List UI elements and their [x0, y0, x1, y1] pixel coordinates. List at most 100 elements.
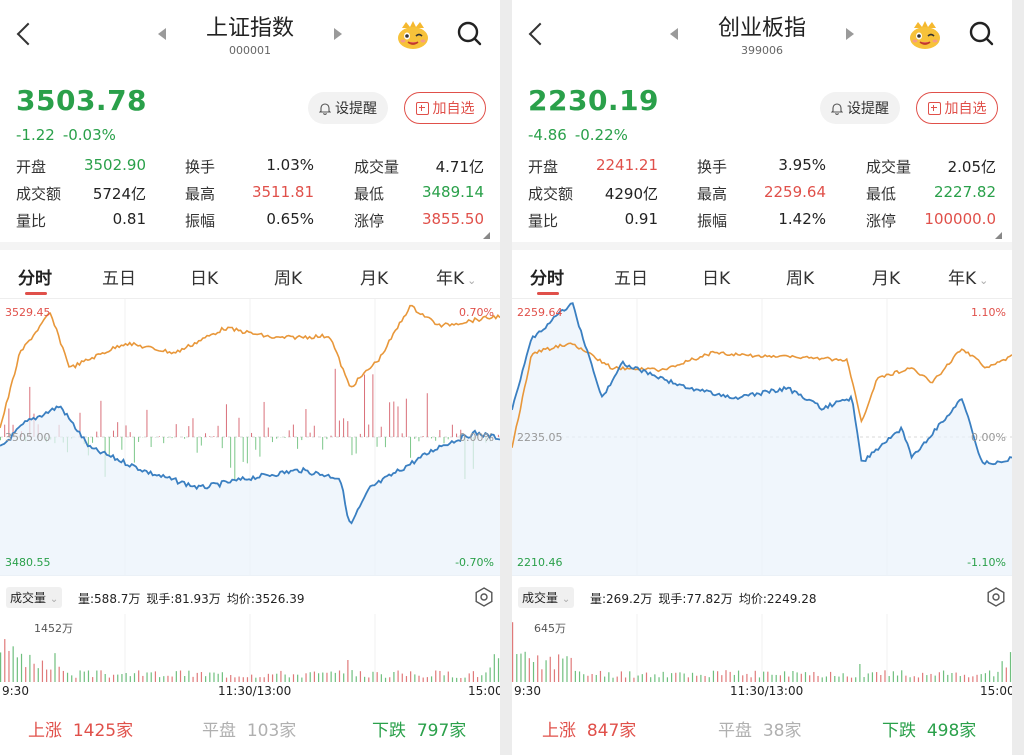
tab-4[interactable]: 月K	[872, 264, 900, 289]
sell-bar	[443, 437, 445, 444]
volume-chart-svg	[512, 614, 1012, 682]
tab-4[interactable]: 月K	[360, 264, 388, 289]
volume-down-bar	[205, 676, 207, 682]
expand-corner-icon[interactable]	[995, 232, 1002, 239]
tab-5[interactable]: 年K ⌄	[436, 264, 476, 289]
volume-down-bar	[493, 654, 495, 682]
volume-chart[interactable]: 1452万	[0, 614, 500, 682]
current-price: 2230.19	[528, 84, 660, 117]
next-index-icon[interactable]	[846, 28, 854, 40]
buy-bar	[343, 418, 345, 437]
set-alert-button[interactable]: 设提醒	[820, 92, 900, 124]
volume-up-bar	[788, 676, 790, 682]
volume-down-bar	[146, 672, 148, 682]
volume-up-bar	[754, 670, 756, 682]
add-watchlist-button[interactable]: 加自选	[916, 92, 998, 124]
intraday-chart[interactable]: 2259.64 2235.05 2210.46 1.10% 0.00% -1.1…	[512, 298, 1012, 576]
back-icon[interactable]	[14, 22, 36, 48]
tab-label: 日K	[702, 269, 731, 289]
pct-bottom-label: -1.10%	[967, 556, 1006, 569]
volume-chart[interactable]: 645万	[512, 614, 1012, 682]
chart-tabs: 分时 五日 日K 周K 月K 年K ⌄	[0, 258, 500, 295]
buy-bar	[309, 432, 311, 437]
next-index-icon[interactable]	[334, 28, 342, 40]
volume-down-bar	[520, 653, 522, 682]
add-watchlist-label: 加自选	[432, 101, 475, 117]
tab-5[interactable]: 年K ⌄	[948, 264, 988, 289]
sell-bar	[221, 437, 223, 449]
tab-1[interactable]: 五日	[102, 264, 136, 289]
index-code: 000001	[229, 44, 271, 57]
price-mid-label: 3505.00	[5, 431, 51, 444]
volume-down-bar	[158, 677, 161, 682]
tab-0[interactable]: 分时	[530, 264, 564, 289]
set-alert-button[interactable]: 设提醒	[308, 92, 388, 124]
volume-up-bar	[645, 672, 648, 682]
add-watchlist-button[interactable]: 加自选	[404, 92, 486, 124]
unchanged-count: 103家	[246, 721, 297, 741]
volume-up-bar	[246, 677, 249, 682]
volume-up-bar	[251, 674, 253, 682]
tab-0[interactable]: 分时	[18, 264, 52, 289]
volume-selector[interactable]: 成交量 ⌄	[518, 587, 575, 608]
expand-corner-icon[interactable]	[483, 232, 490, 239]
volume-up-bar	[549, 656, 551, 682]
volume-up-bar	[92, 677, 94, 682]
intraday-chart[interactable]: 3529.45 3505.00 3480.55 0.70% 0.00% -0.7…	[0, 298, 500, 576]
mascot-icon[interactable]	[908, 20, 942, 50]
volume-up-bar	[397, 670, 399, 682]
volume-down-bar	[683, 673, 685, 682]
price-bottom-label: 3480.55	[5, 556, 51, 569]
stat-label: 换手	[185, 158, 216, 176]
volume-up-bar	[880, 674, 882, 682]
buy-bar	[439, 430, 441, 437]
volume-down-bar	[83, 671, 85, 682]
tab-2[interactable]: 日K	[702, 264, 730, 289]
volume-up-bar	[813, 671, 815, 682]
volume-down-bar	[163, 676, 165, 682]
volume-down-bar	[583, 674, 585, 682]
tab-3[interactable]: 周K	[786, 264, 814, 289]
volume-down-bar	[343, 673, 345, 682]
tab-3[interactable]: 周K	[274, 264, 302, 289]
volume-down-bar	[947, 674, 949, 682]
volume-up-bar	[742, 675, 744, 682]
search-icon[interactable]	[968, 20, 996, 48]
back-icon[interactable]	[526, 22, 548, 48]
prev-index-icon[interactable]	[158, 28, 166, 40]
sell-bar	[384, 437, 386, 448]
volume-up-bar	[750, 677, 752, 682]
volume-up-bar	[292, 674, 295, 682]
mascot-icon[interactable]	[396, 20, 430, 50]
volume-down-bar	[896, 675, 899, 682]
divider	[0, 242, 500, 250]
decliners-count: 797家	[416, 721, 467, 741]
volume-down-bar	[451, 677, 454, 682]
sell-bar	[284, 437, 286, 438]
search-icon[interactable]	[456, 20, 484, 48]
change-percent: -0.22%	[574, 126, 628, 144]
volume-up-bar	[405, 676, 408, 682]
settings-icon[interactable]	[474, 587, 494, 607]
volume-up-bar	[541, 669, 543, 682]
volume-up-bar	[913, 676, 915, 682]
stat-value: 5724亿	[92, 185, 146, 203]
market-breadth: 上涨 1425家 平盘 103家 下跌 797家	[0, 714, 500, 744]
volume-up-bar	[242, 677, 244, 682]
chevron-down-icon: ⌄	[561, 594, 571, 605]
buy-bar	[451, 424, 453, 437]
chevron-down-icon: ⌄	[49, 594, 59, 605]
tab-2[interactable]: 日K	[190, 264, 218, 289]
tab-1[interactable]: 五日	[614, 264, 648, 289]
buy-bar	[251, 432, 253, 437]
volume-down-bar	[951, 673, 953, 682]
settings-icon[interactable]	[986, 587, 1006, 607]
sell-bar	[447, 437, 449, 440]
volume-up-bar	[512, 622, 514, 682]
volume-selector[interactable]: 成交量 ⌄	[6, 587, 63, 608]
sell-bar	[230, 437, 232, 468]
volume-up-bar	[704, 675, 706, 682]
prev-index-icon[interactable]	[670, 28, 678, 40]
volume-down-bar	[188, 670, 190, 682]
volume-up-bar	[389, 677, 391, 682]
